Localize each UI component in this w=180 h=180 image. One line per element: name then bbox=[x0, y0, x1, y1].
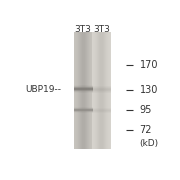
Text: 95: 95 bbox=[140, 105, 152, 115]
Text: (kD): (kD) bbox=[140, 139, 159, 148]
Text: UBP19--: UBP19-- bbox=[25, 85, 61, 94]
Text: 170: 170 bbox=[140, 60, 158, 69]
Text: 3T3: 3T3 bbox=[75, 25, 92, 34]
Text: 72: 72 bbox=[140, 125, 152, 135]
Text: 3T3: 3T3 bbox=[93, 25, 110, 34]
Text: 130: 130 bbox=[140, 85, 158, 94]
